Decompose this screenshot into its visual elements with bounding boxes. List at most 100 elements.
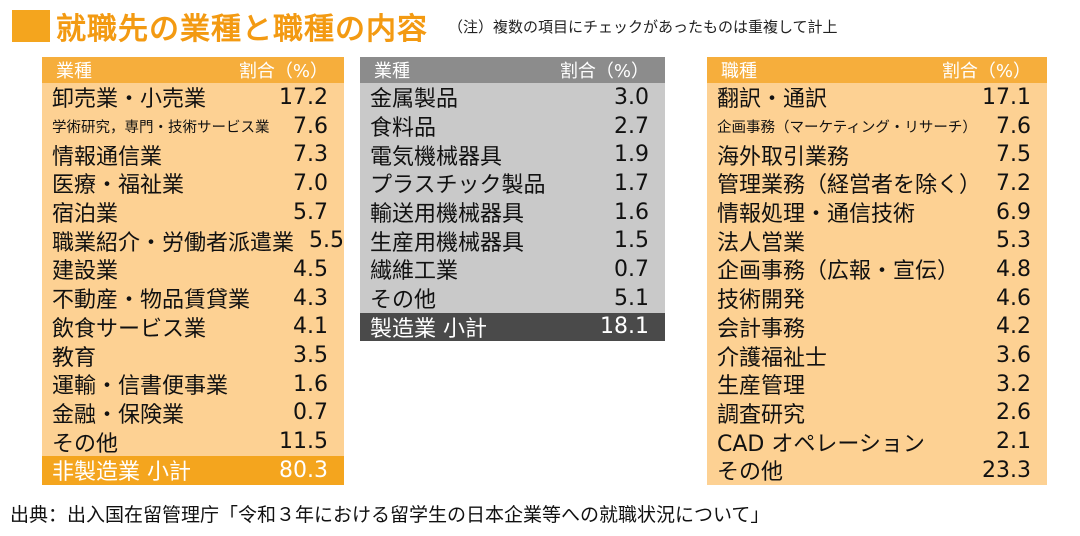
row-label: 学術研究，専門・技術サービス業 xyxy=(52,119,270,136)
row-label: 生産用機械器具 xyxy=(370,230,525,256)
row-label: 管理業務（経営者を除く） xyxy=(717,173,982,199)
table-row: 生産管理 3.2 xyxy=(707,370,1047,400)
row-value: 4.2 xyxy=(996,314,1031,340)
table-row: その他 23.3 xyxy=(707,456,1047,486)
table-row: 法人営業 5.3 xyxy=(707,226,1047,256)
table-row: 生産用機械器具 1.5 xyxy=(360,226,665,256)
table-row: 情報通信業 7.3 xyxy=(42,140,344,170)
table-row: 技術開発 4.6 xyxy=(707,284,1047,314)
table-row: 介護福祉士 3.6 xyxy=(707,341,1047,371)
column-header-ratio: 割合（%） xyxy=(941,61,1031,82)
row-label: その他 xyxy=(52,431,119,457)
table-row: 管理業務（経営者を除く） 7.2 xyxy=(707,169,1047,199)
table-row: 電気機械器具 1.9 xyxy=(360,140,665,170)
row-value: 1.6 xyxy=(614,199,649,225)
row-label: 教育 xyxy=(52,345,97,371)
column-header-ratio: 割合（%） xyxy=(559,61,649,82)
table-row: 海外取引業務 7.5 xyxy=(707,140,1047,170)
row-value: 1.6 xyxy=(293,371,328,397)
row-value: 5.1 xyxy=(614,285,649,311)
row-label: 輸送用機械器具 xyxy=(370,202,525,228)
row-label: 食料品 xyxy=(370,116,437,142)
table-row: 運輸・信書便事業 1.6 xyxy=(42,370,344,400)
column-header-ratio: 割合（%） xyxy=(238,61,328,82)
row-label: 会計事務 xyxy=(717,316,806,342)
row-value: 5.3 xyxy=(996,228,1031,254)
row-value: 3.0 xyxy=(614,84,649,110)
row-value: 7.2 xyxy=(996,170,1032,196)
row-label: 情報通信業 xyxy=(52,144,163,170)
table-body: 卸売業・小売業 17.2 学術研究，専門・技術サービス業 7.6 情報通信業 7.3 医療・… xyxy=(42,83,344,485)
row-label: 金属製品 xyxy=(370,87,459,113)
table-row: 情報処理・通信技術 6.9 xyxy=(707,198,1047,228)
row-value: 6.9 xyxy=(996,199,1031,225)
row-label: 生産管理 xyxy=(717,374,806,400)
table-header: 業種 割合（%） xyxy=(42,57,344,83)
table-body: 金属製品 3.0 食料品 2.7 電気機械器具 1.9 プラスチック製品 1.7 輸送用機械器具… xyxy=(360,83,665,342)
row-value: 4.6 xyxy=(996,285,1031,311)
table-row: 企画事務（広報・宣伝） 4.8 xyxy=(707,255,1047,285)
note-text: （注）複数の項目にチェックがあったものは重複して計上 xyxy=(448,17,838,36)
table-row: 会計事務 4.2 xyxy=(707,313,1047,342)
row-value: 0.7 xyxy=(614,256,649,282)
row-value: 7.6 xyxy=(996,113,1031,139)
page-title: 就職先の業種と職種の内容 xyxy=(56,12,428,47)
row-value: 17.1 xyxy=(982,84,1031,110)
row-label: 調査研究 xyxy=(717,402,806,428)
row-label: 繊維工業 xyxy=(370,259,459,285)
row-label: 翻訳・通訳 xyxy=(717,87,828,113)
row-label: その他 xyxy=(717,460,784,486)
row-value: 11.5 xyxy=(279,429,328,455)
table-row: 不動産・物品賃貸業 4.3 xyxy=(42,284,344,314)
row-value: 2.1 xyxy=(996,429,1031,455)
table-row: 金属製品 3.0 xyxy=(360,83,665,113)
row-label: 飲食サービス業 xyxy=(52,316,207,342)
row-value: 17.2 xyxy=(279,84,328,110)
table-row: 輸送用機械器具 1.6 xyxy=(360,198,665,228)
table-row: CAD オペレーション 2.1 xyxy=(707,427,1047,457)
manufacturing-industry-table: 業種 割合（%） 金属製品 3.0 食料品 2.7 電気機械器具 1.9 プラスチック製品 1… xyxy=(360,57,665,342)
table-row: その他 5.1 xyxy=(360,284,665,314)
subtotal-row: 製造業 小計 18.1 xyxy=(360,312,665,342)
row-value: 4.3 xyxy=(293,285,328,311)
row-value: 7.0 xyxy=(293,170,328,196)
row-label: 企画事務（マーケティング・リサーチ） xyxy=(717,119,977,136)
row-value: 2.6 xyxy=(996,400,1031,426)
table-header: 職種 割合（%） xyxy=(707,57,1047,83)
row-value: 0.7 xyxy=(293,400,328,426)
row-value: 23.3 xyxy=(982,457,1031,483)
row-value: 7.5 xyxy=(996,142,1031,168)
row-label: 建設業 xyxy=(52,259,119,285)
occupation-table: 職種 割合（%） 翻訳・通訳 17.1 企画事務（マーケティング・リサーチ） 7.6 海… xyxy=(707,57,1047,485)
table-row: 繊維工業 0.7 xyxy=(360,255,665,285)
subtotal-value: 80.3 xyxy=(279,457,328,483)
row-label: 法人営業 xyxy=(717,230,806,256)
table-row: 宿泊業 5.7 xyxy=(42,198,344,228)
table-row: 卸売業・小売業 17.2 xyxy=(42,83,344,113)
subtotal-row: 非製造業 小計 80.3 xyxy=(42,455,344,486)
row-value: 1.9 xyxy=(614,142,649,168)
subtotal-label: 製造業 小計 xyxy=(370,316,487,342)
row-value: 7.6 xyxy=(293,113,328,139)
column-header-category: 業種 xyxy=(56,61,92,82)
table-row: 教育 3.5 xyxy=(42,341,344,371)
table-row: 金融・保険業 0.7 xyxy=(42,399,344,428)
row-value: 1.7 xyxy=(614,170,649,196)
column-header-category: 業種 xyxy=(374,61,410,82)
row-label: 介護福祉士 xyxy=(717,345,828,371)
subtotal-label: 非製造業 小計 xyxy=(52,460,191,486)
row-label: 電気機械器具 xyxy=(370,144,503,170)
table-row: 職業紹介・労働者派遣業 5.5 xyxy=(42,226,345,256)
table-row: 飲食サービス業 4.1 xyxy=(42,313,344,342)
row-value: 3.2 xyxy=(996,371,1031,397)
row-value: 4.8 xyxy=(996,256,1031,282)
row-label: その他 xyxy=(370,288,437,314)
row-label: 海外取引業務 xyxy=(717,144,850,170)
table-row: 食料品 2.7 xyxy=(360,112,665,142)
row-value: 4.5 xyxy=(293,256,328,282)
row-value: 5.5 xyxy=(309,228,345,254)
row-label: 卸売業・小売業 xyxy=(52,87,207,113)
column-header-occupation: 職種 xyxy=(721,61,757,82)
row-label: 情報処理・通信技術 xyxy=(717,202,916,228)
row-label: 宿泊業 xyxy=(52,202,119,228)
